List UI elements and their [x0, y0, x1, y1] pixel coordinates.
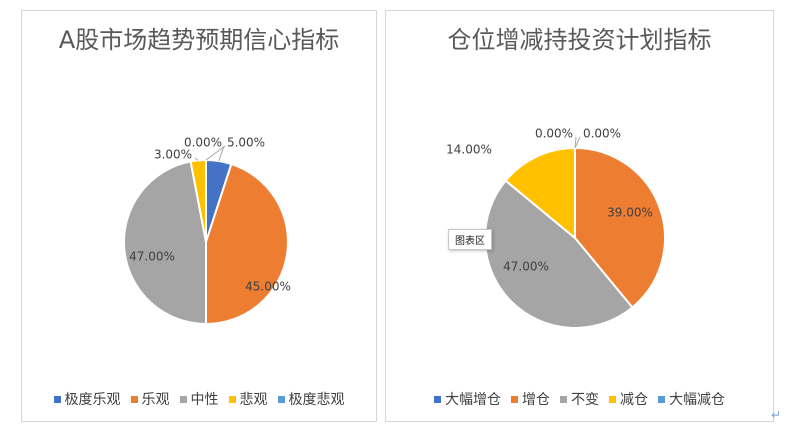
legend-item[interactable]: 悲观: [228, 389, 268, 409]
legend-label: 乐观: [141, 392, 170, 408]
legend-label: 减仓: [620, 392, 648, 408]
data-label: 0.00%: [535, 127, 573, 141]
chart-area-position[interactable]: 仓位增减持投资计划指标 0.00% 39.00% 47.00% 14.00% 0.00%…: [385, 10, 774, 422]
data-label: 0.00%: [583, 127, 621, 141]
legend-label: 极度乐观: [64, 392, 121, 408]
pie-slice-中性[interactable]: [123, 160, 207, 326]
legend-swatch: [511, 395, 518, 403]
pie-chart[interactable]: 0.00% 39.00% 47.00% 14.00% 0.00%: [386, 11, 775, 423]
pie-slice-不变[interactable]: [484, 179, 634, 329]
chart-area-confidence[interactable]: A股市场趋势预期信心指标 5.00% 45.00% 47.00% 3.00% 0.00%…: [21, 10, 377, 422]
data-label: 47.00%: [503, 260, 549, 274]
chart-title: A股市场趋势预期信心指标: [58, 26, 340, 54]
legend-label: 不变: [571, 392, 599, 408]
legend-item[interactable]: 大幅减仓: [658, 389, 725, 409]
legend-item[interactable]: 减仓: [609, 389, 648, 409]
leader-line: [218, 145, 225, 162]
legend-label: 极度悲观: [288, 392, 345, 408]
legend-swatch: [277, 395, 285, 403]
data-label: 3.00%: [154, 148, 192, 162]
legend-label: 大幅增仓: [445, 392, 501, 408]
legend-label: 中性: [190, 392, 219, 408]
chart-title: 仓位增减持投资计划指标: [447, 26, 712, 54]
pie-slice-增仓[interactable]: [574, 146, 666, 309]
legend-swatch: [609, 395, 616, 403]
chart-legend: 大幅增仓 增仓 不变 减仓 大幅减仓: [386, 389, 773, 409]
pie-slice-乐观[interactable]: [205, 162, 289, 326]
data-label: 47.00%: [129, 250, 175, 264]
legend-item[interactable]: 不变: [560, 389, 599, 409]
leader-line: [205, 145, 226, 161]
leader-line: [574, 136, 581, 149]
legend-item[interactable]: 增仓: [511, 389, 550, 409]
pie-chart[interactable]: 5.00% 45.00% 47.00% 3.00%0.00%: [22, 11, 378, 423]
chart-area-tooltip: 图表区: [448, 229, 492, 250]
pie-slice-减仓[interactable]: [504, 146, 576, 241]
data-label: 39.00%: [607, 206, 653, 220]
chart-legend: 极度乐观 乐观 中性 悲观 极度悲观: [22, 389, 376, 409]
data-label: 0.00%: [184, 136, 222, 150]
legend-item[interactable]: 乐观: [130, 389, 170, 409]
legend-swatch: [434, 395, 441, 403]
leader-line: [574, 136, 577, 149]
legend-swatch: [560, 395, 567, 403]
legend-label: 悲观: [239, 392, 268, 408]
legend-swatch: [53, 395, 61, 403]
legend-item[interactable]: 极度乐观: [53, 389, 121, 409]
data-label: 45.00%: [245, 280, 291, 294]
data-label: 5.00%: [227, 136, 265, 150]
legend-swatch: [658, 395, 665, 403]
leader-line: [194, 157, 199, 161]
legend-swatch: [179, 395, 187, 403]
legend-item[interactable]: 中性: [179, 389, 219, 409]
legend-label: 大幅减仓: [669, 392, 725, 408]
legend-swatch: [130, 395, 138, 403]
legend-label: 增仓: [522, 392, 550, 408]
legend-item[interactable]: 大幅增仓: [434, 389, 501, 409]
data-label: 14.00%: [446, 143, 492, 157]
paragraph-return-mark: ↵: [771, 408, 782, 422]
legend-swatch: [228, 395, 236, 403]
legend-item[interactable]: 极度悲观: [277, 389, 345, 409]
